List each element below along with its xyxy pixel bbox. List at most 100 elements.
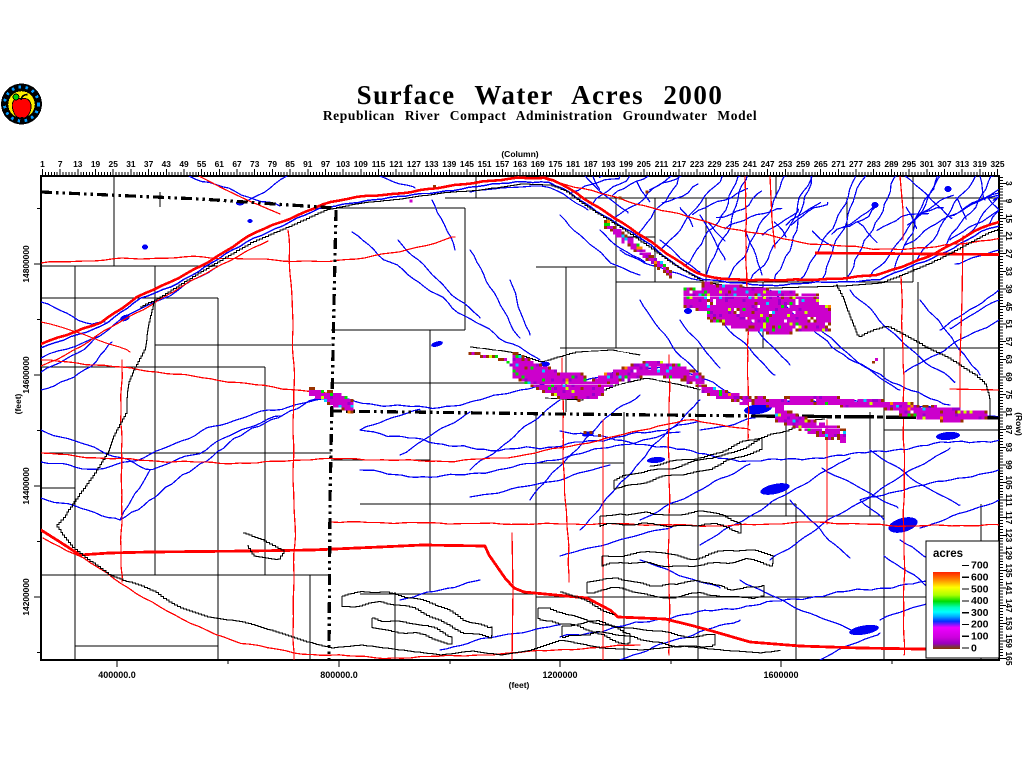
svg-text:500: 500	[971, 583, 989, 595]
svg-text:3: 3	[1004, 181, 1014, 186]
svg-text:67: 67	[232, 159, 242, 169]
svg-text:181: 181	[566, 159, 580, 169]
svg-text:217: 217	[672, 159, 686, 169]
svg-text:19: 19	[91, 159, 101, 169]
svg-text:265: 265	[814, 159, 828, 169]
svg-text:283: 283	[867, 159, 881, 169]
svg-text:0: 0	[971, 642, 977, 654]
svg-text:247: 247	[761, 159, 775, 169]
svg-text:277: 277	[849, 159, 863, 169]
svg-text:400: 400	[971, 595, 989, 607]
svg-text:14800000: 14800000	[21, 245, 31, 283]
svg-text:61: 61	[215, 159, 225, 169]
svg-text:99: 99	[1004, 460, 1014, 470]
svg-text:175: 175	[548, 159, 562, 169]
svg-text:49: 49	[179, 159, 189, 169]
svg-text:1600000: 1600000	[763, 670, 798, 680]
svg-text:39: 39	[1004, 284, 1014, 294]
svg-text:117: 117	[1004, 511, 1014, 525]
svg-text:193: 193	[601, 159, 615, 169]
svg-text:9: 9	[1004, 199, 1014, 204]
svg-text:135: 135	[1004, 564, 1014, 578]
svg-text:157: 157	[495, 159, 509, 169]
svg-text:159: 159	[1004, 634, 1014, 648]
svg-text:(Row): (Row)	[1014, 412, 1024, 436]
svg-text:13: 13	[73, 159, 83, 169]
svg-text:153: 153	[1004, 616, 1014, 630]
svg-text:165: 165	[1004, 652, 1014, 666]
svg-text:109: 109	[354, 159, 368, 169]
svg-text:79: 79	[268, 159, 278, 169]
svg-text:163: 163	[513, 159, 527, 169]
svg-text:307: 307	[938, 159, 952, 169]
svg-text:223: 223	[690, 159, 704, 169]
svg-text:45: 45	[1004, 302, 1014, 312]
svg-text:85: 85	[285, 159, 295, 169]
svg-text:147: 147	[1004, 599, 1014, 613]
svg-text:1: 1	[40, 159, 45, 169]
svg-text:51: 51	[1004, 319, 1014, 329]
svg-text:14200000: 14200000	[21, 578, 31, 616]
svg-text:301: 301	[920, 159, 934, 169]
svg-text:199: 199	[619, 159, 633, 169]
svg-text:63: 63	[1004, 355, 1014, 365]
svg-text:31: 31	[126, 159, 136, 169]
svg-text:57: 57	[1004, 337, 1014, 347]
svg-text:121: 121	[389, 159, 403, 169]
svg-text:acres: acres	[933, 548, 963, 560]
svg-text:205: 205	[637, 159, 651, 169]
svg-text:123: 123	[1004, 528, 1014, 542]
svg-text:300: 300	[971, 607, 989, 619]
svg-text:259: 259	[796, 159, 810, 169]
svg-text:(feet): (feet)	[13, 393, 23, 414]
svg-text:(feet): (feet)	[509, 680, 530, 690]
svg-text:600: 600	[971, 572, 989, 584]
svg-text:1200000: 1200000	[542, 670, 577, 680]
svg-text:103: 103	[336, 159, 350, 169]
svg-text:235: 235	[725, 159, 739, 169]
svg-text:289: 289	[884, 159, 898, 169]
svg-text:91: 91	[303, 159, 313, 169]
svg-text:700: 700	[971, 560, 989, 572]
svg-text:325: 325	[991, 159, 1005, 169]
svg-text:111: 111	[1004, 494, 1014, 507]
svg-text:141: 141	[1004, 581, 1014, 595]
svg-text:69: 69	[1004, 372, 1014, 382]
svg-text:75: 75	[1004, 390, 1014, 400]
svg-text:139: 139	[442, 159, 456, 169]
svg-text:43: 43	[162, 159, 172, 169]
svg-text:229: 229	[708, 159, 722, 169]
svg-text:800000.0: 800000.0	[320, 670, 358, 680]
svg-text:295: 295	[902, 159, 916, 169]
svg-text:271: 271	[831, 159, 845, 169]
svg-text:15: 15	[1004, 214, 1014, 224]
svg-text:25: 25	[109, 159, 119, 169]
svg-text:241: 241	[743, 159, 757, 169]
svg-text:151: 151	[478, 159, 492, 169]
svg-text:14600000: 14600000	[21, 356, 31, 394]
svg-text:87: 87	[1004, 425, 1014, 435]
svg-text:187: 187	[584, 159, 598, 169]
svg-text:93: 93	[1004, 443, 1014, 453]
svg-text:37: 37	[144, 159, 154, 169]
svg-text:253: 253	[778, 159, 792, 169]
svg-text:145: 145	[460, 159, 474, 169]
svg-text:200: 200	[971, 619, 989, 631]
svg-text:55: 55	[197, 159, 207, 169]
svg-text:27: 27	[1004, 249, 1014, 259]
svg-text:400000.0: 400000.0	[98, 670, 136, 680]
svg-text:21: 21	[1004, 231, 1014, 241]
svg-text:7: 7	[58, 159, 63, 169]
svg-text:81: 81	[1004, 407, 1014, 417]
svg-text:33: 33	[1004, 267, 1014, 277]
svg-text:(Column): (Column)	[501, 149, 538, 159]
svg-text:211: 211	[655, 159, 669, 169]
svg-text:133: 133	[425, 159, 439, 169]
svg-text:313: 313	[955, 159, 969, 169]
svg-text:127: 127	[407, 159, 421, 169]
svg-text:73: 73	[250, 159, 260, 169]
svg-text:105: 105	[1004, 476, 1014, 490]
svg-text:319: 319	[973, 159, 987, 169]
svg-text:129: 129	[1004, 546, 1014, 560]
svg-text:14400000: 14400000	[21, 467, 31, 505]
